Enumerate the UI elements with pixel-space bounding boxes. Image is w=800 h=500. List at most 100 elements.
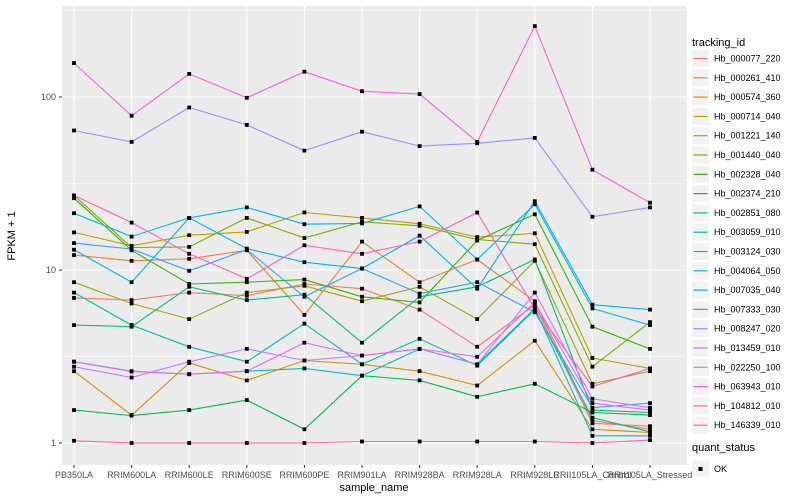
data-point (302, 366, 307, 371)
legend-item-label: Hb_000714_040 (714, 111, 781, 121)
legend-item-label: Hb_002851_080 (714, 208, 781, 218)
data-point (360, 340, 364, 345)
data-point (532, 24, 537, 28)
data-point (244, 216, 249, 220)
data-point (72, 196, 76, 201)
x-tick-label: RRIM928LE (510, 470, 559, 480)
data-point (302, 236, 307, 240)
data-point (590, 421, 595, 426)
data-point (244, 95, 249, 100)
y-tick-label: 10 (46, 265, 56, 275)
data-point (129, 413, 134, 418)
data-point (648, 410, 652, 415)
data-point (532, 338, 537, 343)
data-point (648, 369, 652, 374)
legend-item-label: Hb_146339_010 (714, 420, 781, 430)
data-point (129, 113, 134, 118)
data-point (302, 340, 307, 345)
data-point (648, 366, 652, 371)
data-point (475, 238, 480, 243)
data-point (532, 257, 537, 262)
data-point (129, 258, 134, 263)
data-point (532, 302, 537, 307)
data-point (648, 347, 652, 351)
legend-item-label: Hb_000261_410 (714, 73, 781, 83)
data-point (590, 401, 595, 405)
data-point (129, 323, 134, 327)
data-point (244, 398, 249, 402)
data-point (302, 427, 307, 432)
data-point (187, 245, 192, 249)
data-point (129, 140, 134, 144)
x-axis-title: sample_name (339, 482, 408, 494)
x-tick-label: RRIM928BA (395, 470, 445, 480)
data-point (187, 372, 192, 377)
data-point (475, 439, 480, 444)
data-point (475, 210, 480, 215)
data-point (72, 247, 76, 252)
data-point (187, 105, 192, 110)
data-point (590, 415, 595, 420)
data-point (648, 200, 652, 205)
data-point (532, 290, 537, 295)
data-point (244, 280, 249, 285)
data-point (532, 300, 537, 305)
data-point (72, 280, 76, 285)
data-point (302, 148, 307, 153)
data-point (72, 253, 76, 257)
data-point (590, 408, 595, 412)
data-point (360, 239, 364, 244)
data-point (417, 291, 422, 296)
data-point (360, 362, 364, 367)
data-point (72, 128, 76, 133)
data-point (590, 427, 595, 432)
data-point (360, 353, 364, 358)
data-point (475, 394, 480, 399)
data-point (187, 233, 192, 238)
data-point (302, 294, 307, 299)
data-point (244, 298, 249, 302)
data-point (129, 441, 134, 445)
data-point (417, 144, 422, 148)
data-point (590, 418, 595, 423)
data-point (72, 241, 76, 245)
legend-item-label: Hb_013459_010 (714, 343, 781, 353)
legend-item-label: Hb_000077_220 (714, 54, 781, 64)
data-point (417, 221, 422, 226)
data-point (590, 396, 595, 401)
legend-item-label: Hb_063943_010 (714, 382, 781, 392)
data-point (417, 307, 422, 312)
data-point (590, 302, 595, 307)
data-point (475, 354, 480, 359)
data-point (648, 405, 652, 410)
data-point (72, 61, 76, 65)
data-point (302, 222, 307, 227)
x-tick-label: RRIM600LE (165, 470, 214, 480)
data-point (302, 313, 307, 317)
data-point (187, 290, 192, 295)
data-point (648, 438, 652, 442)
data-point (648, 307, 652, 312)
data-point (360, 129, 364, 134)
data-point (590, 384, 595, 389)
data-point (590, 306, 595, 311)
data-point (302, 210, 307, 215)
data-point (187, 72, 192, 76)
data-point (475, 257, 480, 262)
data-point (360, 251, 364, 256)
data-point (187, 317, 192, 321)
data-point (475, 140, 480, 144)
data-point (475, 235, 480, 239)
data-point (417, 294, 422, 299)
data-point (648, 401, 652, 405)
data-point (360, 373, 364, 378)
data-point (648, 323, 652, 327)
data-point (532, 306, 537, 311)
legend-item-label: Hb_022250_100 (714, 362, 781, 372)
legend-item-label: Hb_104812_010 (714, 401, 781, 411)
data-point (72, 359, 76, 364)
data-point (475, 280, 480, 285)
x-tick-label: RRII105LA_Control (553, 470, 631, 480)
data-point (475, 383, 480, 388)
